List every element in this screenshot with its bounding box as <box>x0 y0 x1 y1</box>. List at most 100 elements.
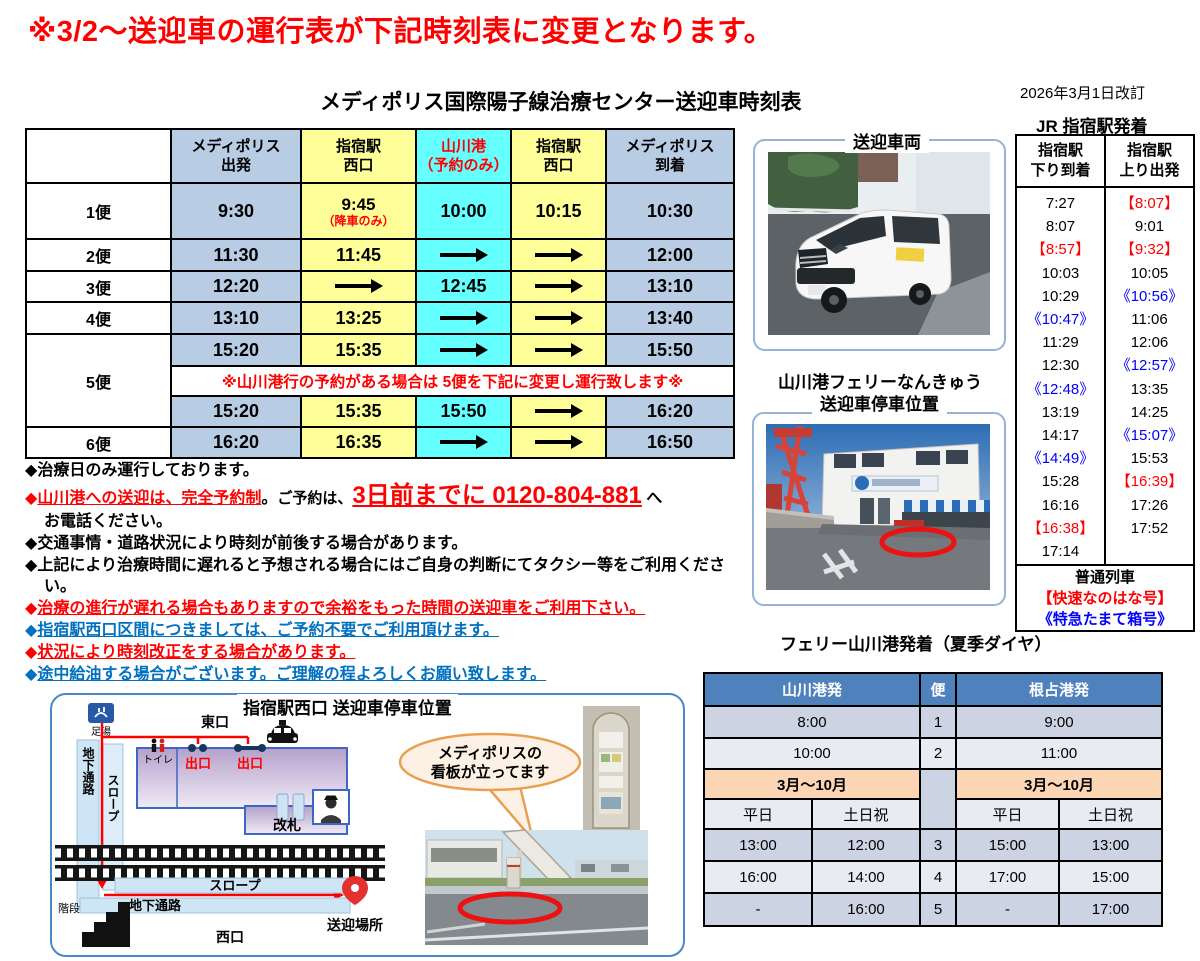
arrow-cell <box>510 270 607 303</box>
jr-time: 《10:56》 <box>1115 287 1184 305</box>
jr-up-times: 【8:07】 9:01 【9:32】 10:05 《10:56》 11:06 12:06 《1… <box>1104 186 1195 566</box>
jr-section-title: JR 指宿駅発着 <box>1036 117 1148 136</box>
ferry-row: 16:00 14:00 4 17:00 15:00 <box>703 860 1163 894</box>
timetable-row: 6便 16:20 16:35 16:50 <box>25 426 735 459</box>
note-line: お電話ください。 <box>25 511 745 532</box>
trip-label: 4便 <box>25 301 172 335</box>
ticket-gate <box>276 793 289 821</box>
jr-time: 10:05 <box>1130 264 1169 282</box>
callout-line-1: メディポリスの <box>438 744 542 762</box>
gate-label: 改札 <box>273 817 301 833</box>
ferry-cell: 13:00 <box>703 828 813 862</box>
change-headline: ※3/2～送迎車の運行表が下記時刻表に変更となります。 <box>28 16 774 48</box>
note-text: 山川港への送迎は、完全予約制 <box>37 490 262 507</box>
timetable-row: 2便 11:30 11:45 12:00 <box>25 238 735 272</box>
toilet-label: トイレ <box>143 755 173 766</box>
jr-time: 【16:38】 <box>1026 519 1095 537</box>
note-line: ◆治療の進行が遅れる場合もありますので余裕をもった時間の送迎車をご利用下さい。 <box>25 598 745 619</box>
diamond-bullet-icon: ◆ <box>25 535 38 552</box>
arrow-cell <box>415 301 512 335</box>
van-photo <box>768 152 990 335</box>
ferry-timetable-table: 山川港発 便 根占港発 8:00 1 9:00 10:00 2 11:00 3月～10月 3月～… <box>703 672 1163 927</box>
ferry-cell <box>919 768 957 830</box>
jr-time: 12:06 <box>1130 334 1169 352</box>
stairs-label: 階段 <box>58 901 80 915</box>
ferry-cell: 平日 <box>955 798 1060 830</box>
ferry-col-bin: 便 <box>919 672 957 707</box>
jr-time: 15:28 <box>1041 473 1080 491</box>
signboard-callout: メディポリスの 看板が立ってます <box>398 732 582 841</box>
ferry-cell: 14:00 <box>811 860 921 894</box>
arrow-cell <box>510 301 607 335</box>
jr-time: 17:14 <box>1041 543 1080 561</box>
time-cell: 10:00 <box>415 182 512 240</box>
shuttle-timetable-table: メディポリス 出発 指宿駅 西口 山川港 （予約のみ） 指宿駅 西口 メディポリス 到着 1便 9:3… <box>25 128 735 459</box>
ferry-cell: 17:00 <box>1058 892 1163 927</box>
time-cell: 12:45 <box>415 270 512 303</box>
ferry-cell: 9:00 <box>955 705 1163 739</box>
pickup-spot-label: 送迎場所 <box>326 917 383 933</box>
parking-spot-oval <box>879 526 957 558</box>
port-crane <box>775 425 813 523</box>
jr-legend: 普通列車 【快速なのはな号】 《特急たまて箱号》 <box>1015 564 1195 632</box>
ferry-cell: 12:00 <box>811 828 921 862</box>
exit-label-2: 出口 <box>237 756 263 771</box>
route-line <box>100 723 335 897</box>
time-cell: 16:20 <box>605 395 735 428</box>
pickup-spot-oval <box>457 891 563 925</box>
ferry-cell: 11:00 <box>955 737 1163 770</box>
ferry-row: 8:00 1 9:00 <box>703 705 1163 739</box>
ferry-cell: 3月～10月 <box>703 768 921 800</box>
time-cell: 9:30 <box>170 182 302 240</box>
notes-list: ◆治療日のみ運行しております。 ◆山川港への送迎は、完全予約制。ご予約は、3日前ま… <box>25 460 745 686</box>
ferry-cell: 15:00 <box>955 828 1060 862</box>
station-map-title: 指宿駅西口 送迎車停車位置 <box>237 694 458 719</box>
jr-time: 《15:07》 <box>1115 427 1184 445</box>
jr-time: 8:07 <box>1045 218 1076 236</box>
note-text: 。 <box>261 490 278 507</box>
note-text: お電話ください。 <box>44 513 173 530</box>
ticket-gate <box>292 793 305 821</box>
jr-time: 《10:47》 <box>1026 311 1095 329</box>
ferry-cell: 4 <box>919 860 957 894</box>
time-cell: 16:20 <box>170 426 302 459</box>
jr-time: 14:25 <box>1130 403 1169 421</box>
station-photo <box>424 829 649 945</box>
trip-5-note: ※山川港行の予約がある場合は 5便を下記に変更し運行致します※ <box>170 365 735 397</box>
note-line: ◆治療日のみ運行しております。 <box>25 460 745 481</box>
diamond-bullet-icon: ◆ <box>25 666 38 683</box>
time-cell: 16:50 <box>605 426 735 459</box>
jr-time: 《12:48》 <box>1026 380 1095 398</box>
note-line: ◆山川港への送迎は、完全予約制。ご予約は、3日前までに 0120-804-881… <box>25 482 745 510</box>
jr-time: 【16:39】 <box>1115 473 1184 491</box>
ferry-cell: 15:00 <box>1058 860 1163 894</box>
time-cell: 9:45 （降車のみ） <box>300 182 417 240</box>
jr-col-down-header: 指宿駅 下り到着 <box>1015 134 1106 188</box>
jr-down-times: 7:27 8:07 【8:57】 10:03 10:29 《10:47》 11:29 12:3… <box>1015 186 1106 566</box>
ferry-cell: 2 <box>919 737 957 770</box>
ferry-row: 3月～10月 3月～10月 <box>703 768 1163 830</box>
ferry-section-title: フェリー山川港発着（夏季ダイヤ） <box>780 635 1052 654</box>
taxi-icon <box>267 720 298 743</box>
jr-time: 16:16 <box>1041 496 1080 514</box>
time-cell: 12:00 <box>605 238 735 272</box>
ferry-row: 平日 土日祝 平日 土日祝 <box>703 798 1163 830</box>
timetable-col-header: メディポリス 到着 <box>605 128 735 184</box>
callout-line-2: 看板が立ってます <box>431 763 550 781</box>
toilet-icon <box>151 738 165 752</box>
ferry-cell: 10:00 <box>703 737 921 770</box>
ferry-cell: 8:00 <box>703 705 921 739</box>
jr-col-up-header: 指宿駅 上り出発 <box>1104 134 1195 188</box>
west-exit-label: 西口 <box>216 929 244 945</box>
note-text: 治療日のみ運行しております。 <box>37 462 259 479</box>
phone-number: 3日前までに 0120-804-881 <box>352 482 642 509</box>
trip-label: 5便 <box>25 333 172 428</box>
diamond-bullet-icon: ◆ <box>25 490 38 507</box>
stairs-icon <box>82 902 130 947</box>
jr-time: 【8:07】 <box>1119 195 1180 212</box>
page-title: メディポリス国際陽子線治療センター送迎車時刻表 <box>320 91 802 114</box>
jr-time: 10:03 <box>1041 264 1080 282</box>
station-attendant-icon <box>312 789 350 825</box>
timetable-row: 3便 12:20 12:45 13:10 <box>25 270 735 303</box>
